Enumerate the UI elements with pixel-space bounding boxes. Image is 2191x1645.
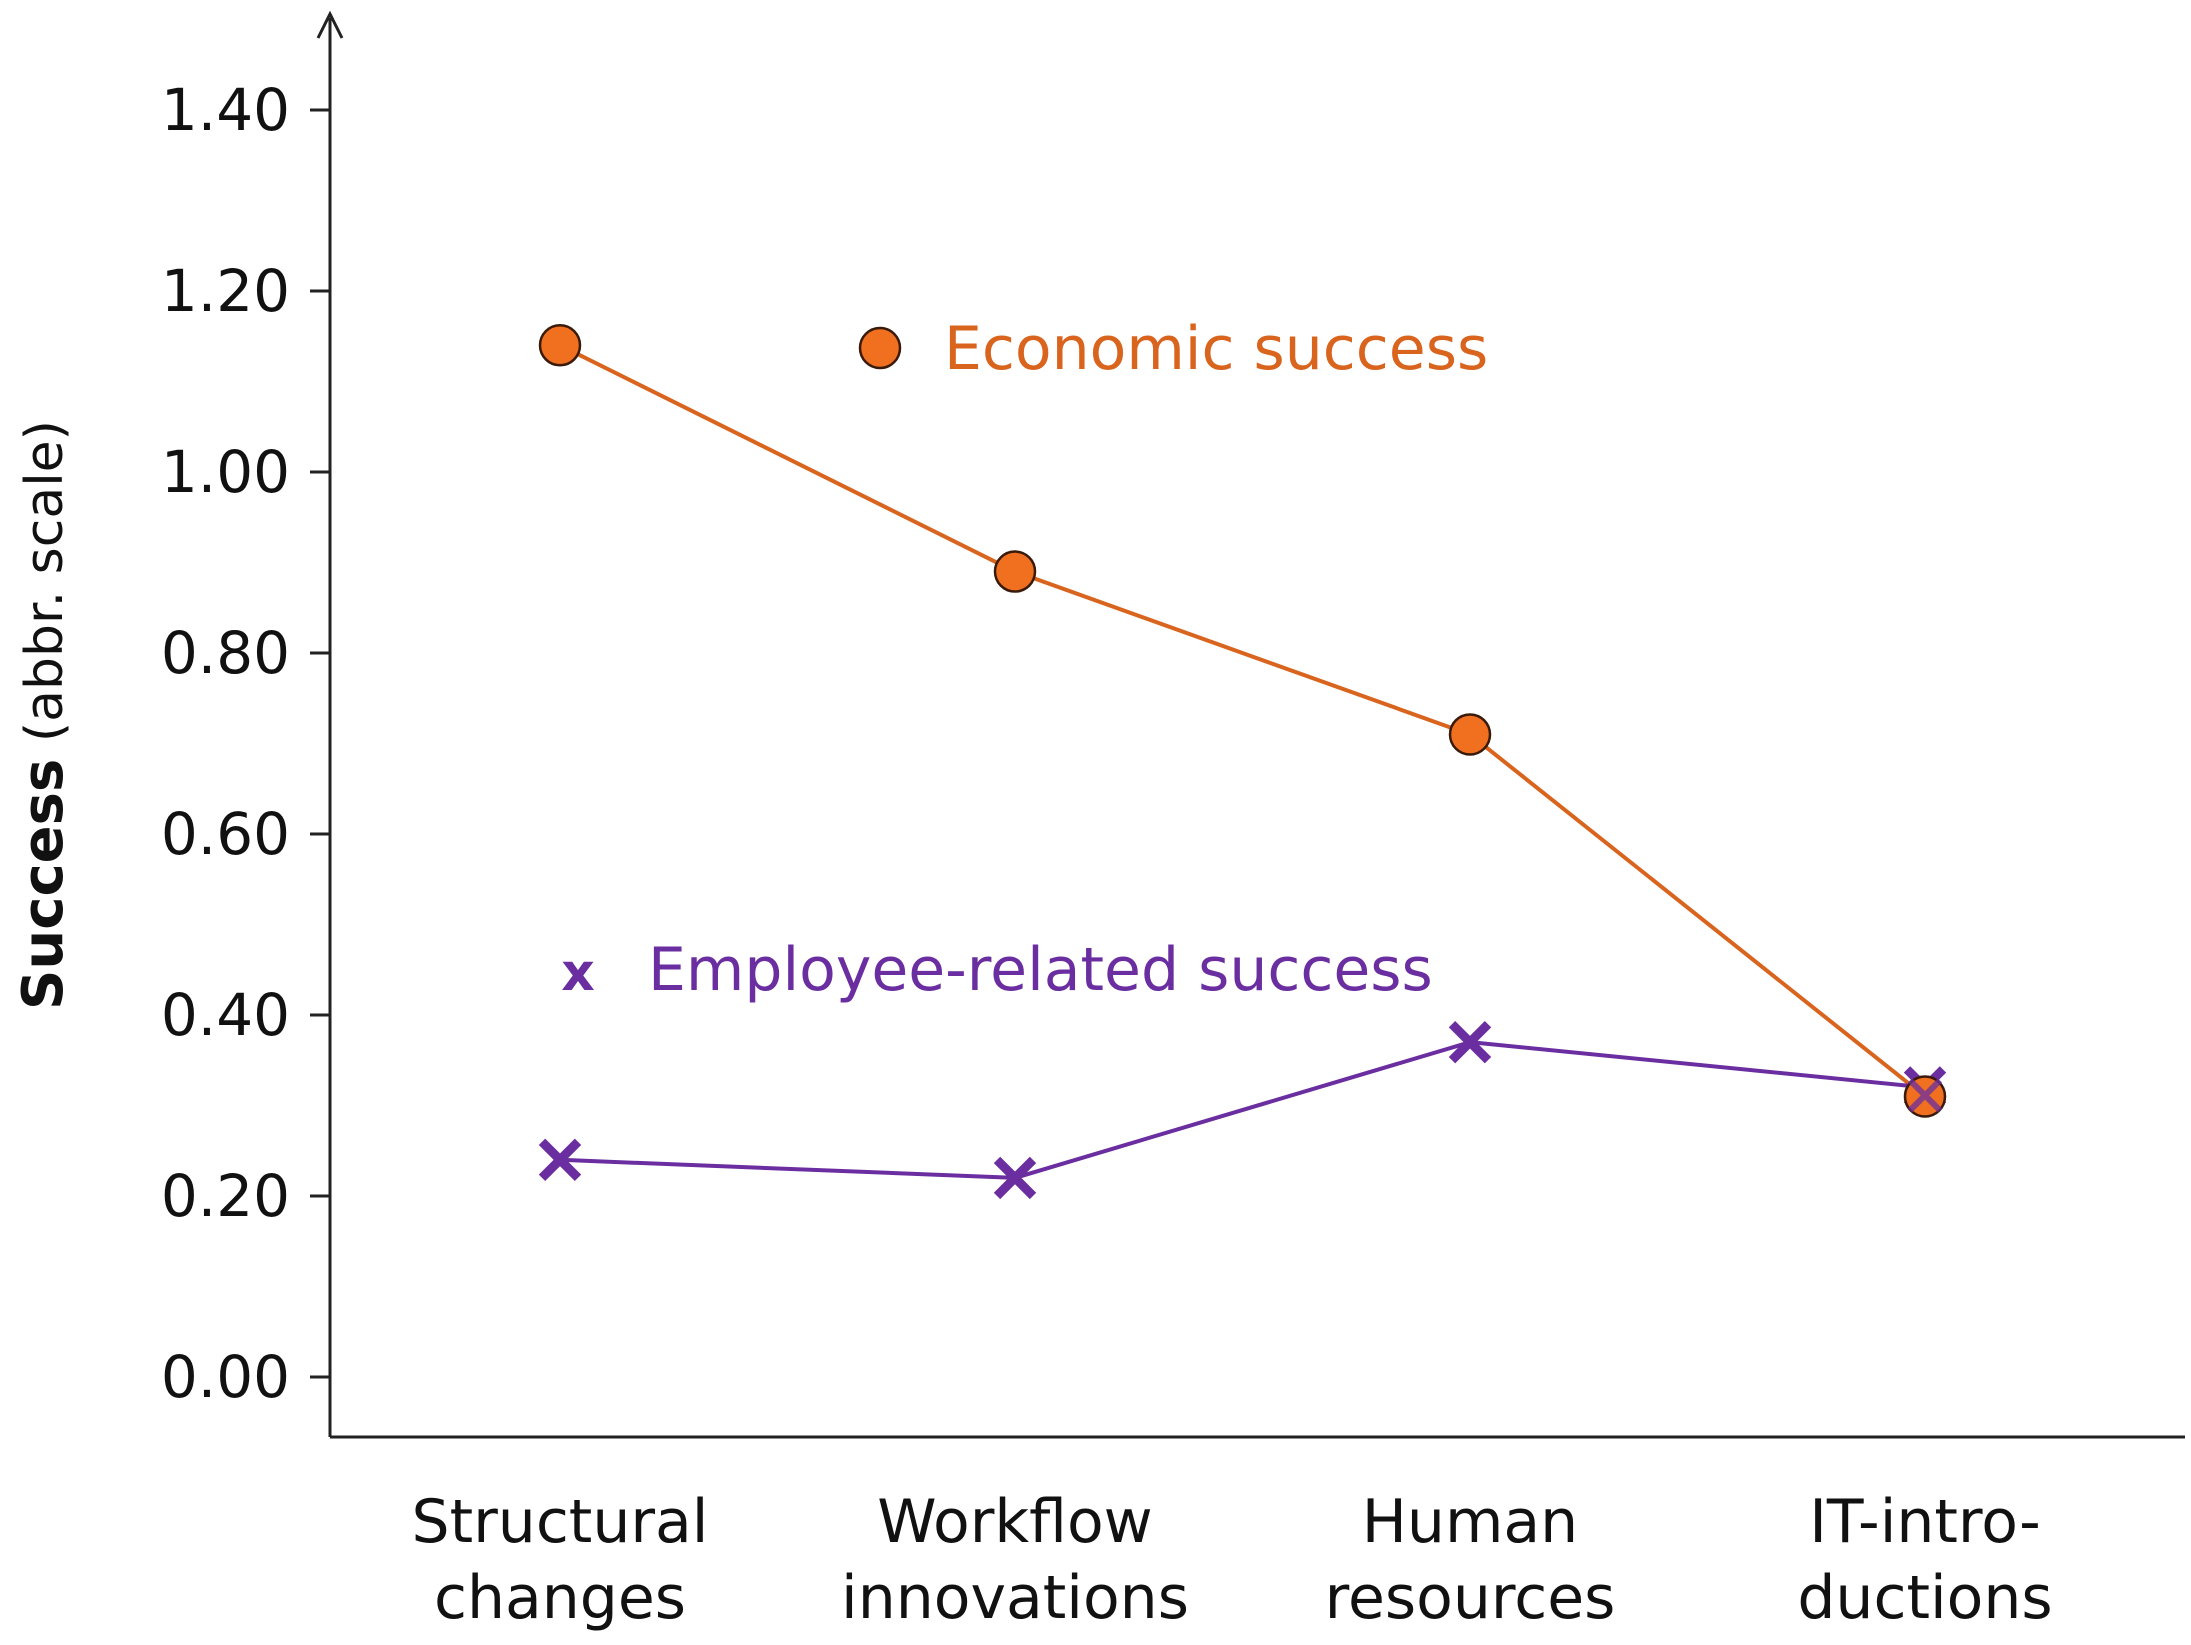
legend-employee-related-success: x Employee-related success <box>561 935 1433 1005</box>
x-category-labels: Structural changes Workflow innovations Huma… <box>412 1487 2053 1633</box>
y-axis-label-bold: Success <box>11 759 76 1010</box>
legend-economic-label: Economic success <box>944 314 1488 384</box>
y-tick-label: 0.20 <box>161 1162 290 1230</box>
series-lines <box>559 343 1927 1180</box>
employee-data-point-overlay <box>1907 1078 1943 1113</box>
y-tick-label: 0.60 <box>161 800 290 868</box>
y-tick-label: 1.40 <box>161 76 290 144</box>
legend-employee-marker-icon: x <box>561 943 595 1003</box>
series-line-employee <box>559 1040 1926 1180</box>
y-axis-label-normal: (abbr. scale) <box>15 420 75 759</box>
economic-data-point <box>993 550 1037 593</box>
x-category-label: Human resources <box>1325 1487 1616 1633</box>
employee-data-point <box>538 1138 582 1181</box>
y-tick-label: 1.20 <box>161 257 290 325</box>
legend-employee-label: Employee-related success <box>648 935 1433 1005</box>
y-axis-arrow-icon <box>316 10 344 39</box>
x-category-label: Workflow innovations <box>841 1487 1189 1633</box>
y-tick-label: 1.00 <box>161 438 290 506</box>
series-line-economic <box>559 343 1927 1099</box>
economic-data-point <box>1448 713 1492 756</box>
y-tick-label: 0.80 <box>161 619 290 687</box>
y-axis-label: Success (abbr. scale) <box>11 420 76 1010</box>
axes: 0.00 0.20 0.40 0.60 0.80 1.00 1.20 1.40 <box>161 10 2185 1439</box>
y-tick-label: 0.40 <box>161 981 290 1049</box>
employee-data-point <box>1448 1020 1492 1064</box>
x-category-label: Structural changes <box>412 1487 709 1633</box>
y-ticks: 0.00 0.20 0.40 0.60 0.80 1.00 1.20 1.40 <box>161 76 330 1411</box>
employee-data-point <box>993 1156 1037 1200</box>
legend-economic-success: Economic success <box>858 314 1488 384</box>
economic-data-point <box>538 324 582 367</box>
x-category-label: IT-intro-ductions <box>1797 1487 2052 1633</box>
legend-economic-marker-icon <box>858 326 902 370</box>
y-tick-label: 0.00 <box>161 1343 290 1411</box>
series-markers <box>538 324 1947 1200</box>
